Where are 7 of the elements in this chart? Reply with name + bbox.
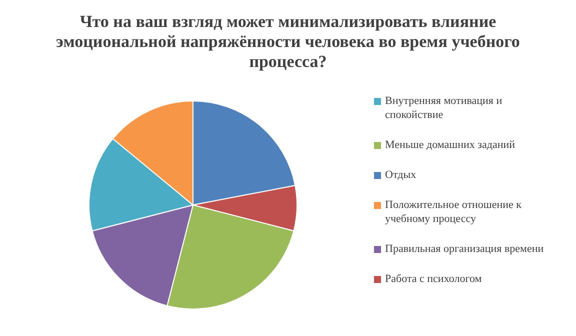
chart-title: Что на ваш взгляд может минимализировать влияние эмоциональной напряжённости человека во время учебного процесса?	[55, 11, 521, 72]
legend-label: Положительное отношение к учебному процессу	[385, 198, 523, 227]
legend-label: Работа с психологом	[385, 272, 482, 287]
legend-label: Меньше домашних заданий	[385, 138, 516, 153]
legend-label: Правильная организация времени	[385, 242, 544, 257]
legend-label: Отдых	[385, 168, 416, 183]
legend-label: Внутренняя мотивация и спокойствие	[385, 94, 504, 123]
